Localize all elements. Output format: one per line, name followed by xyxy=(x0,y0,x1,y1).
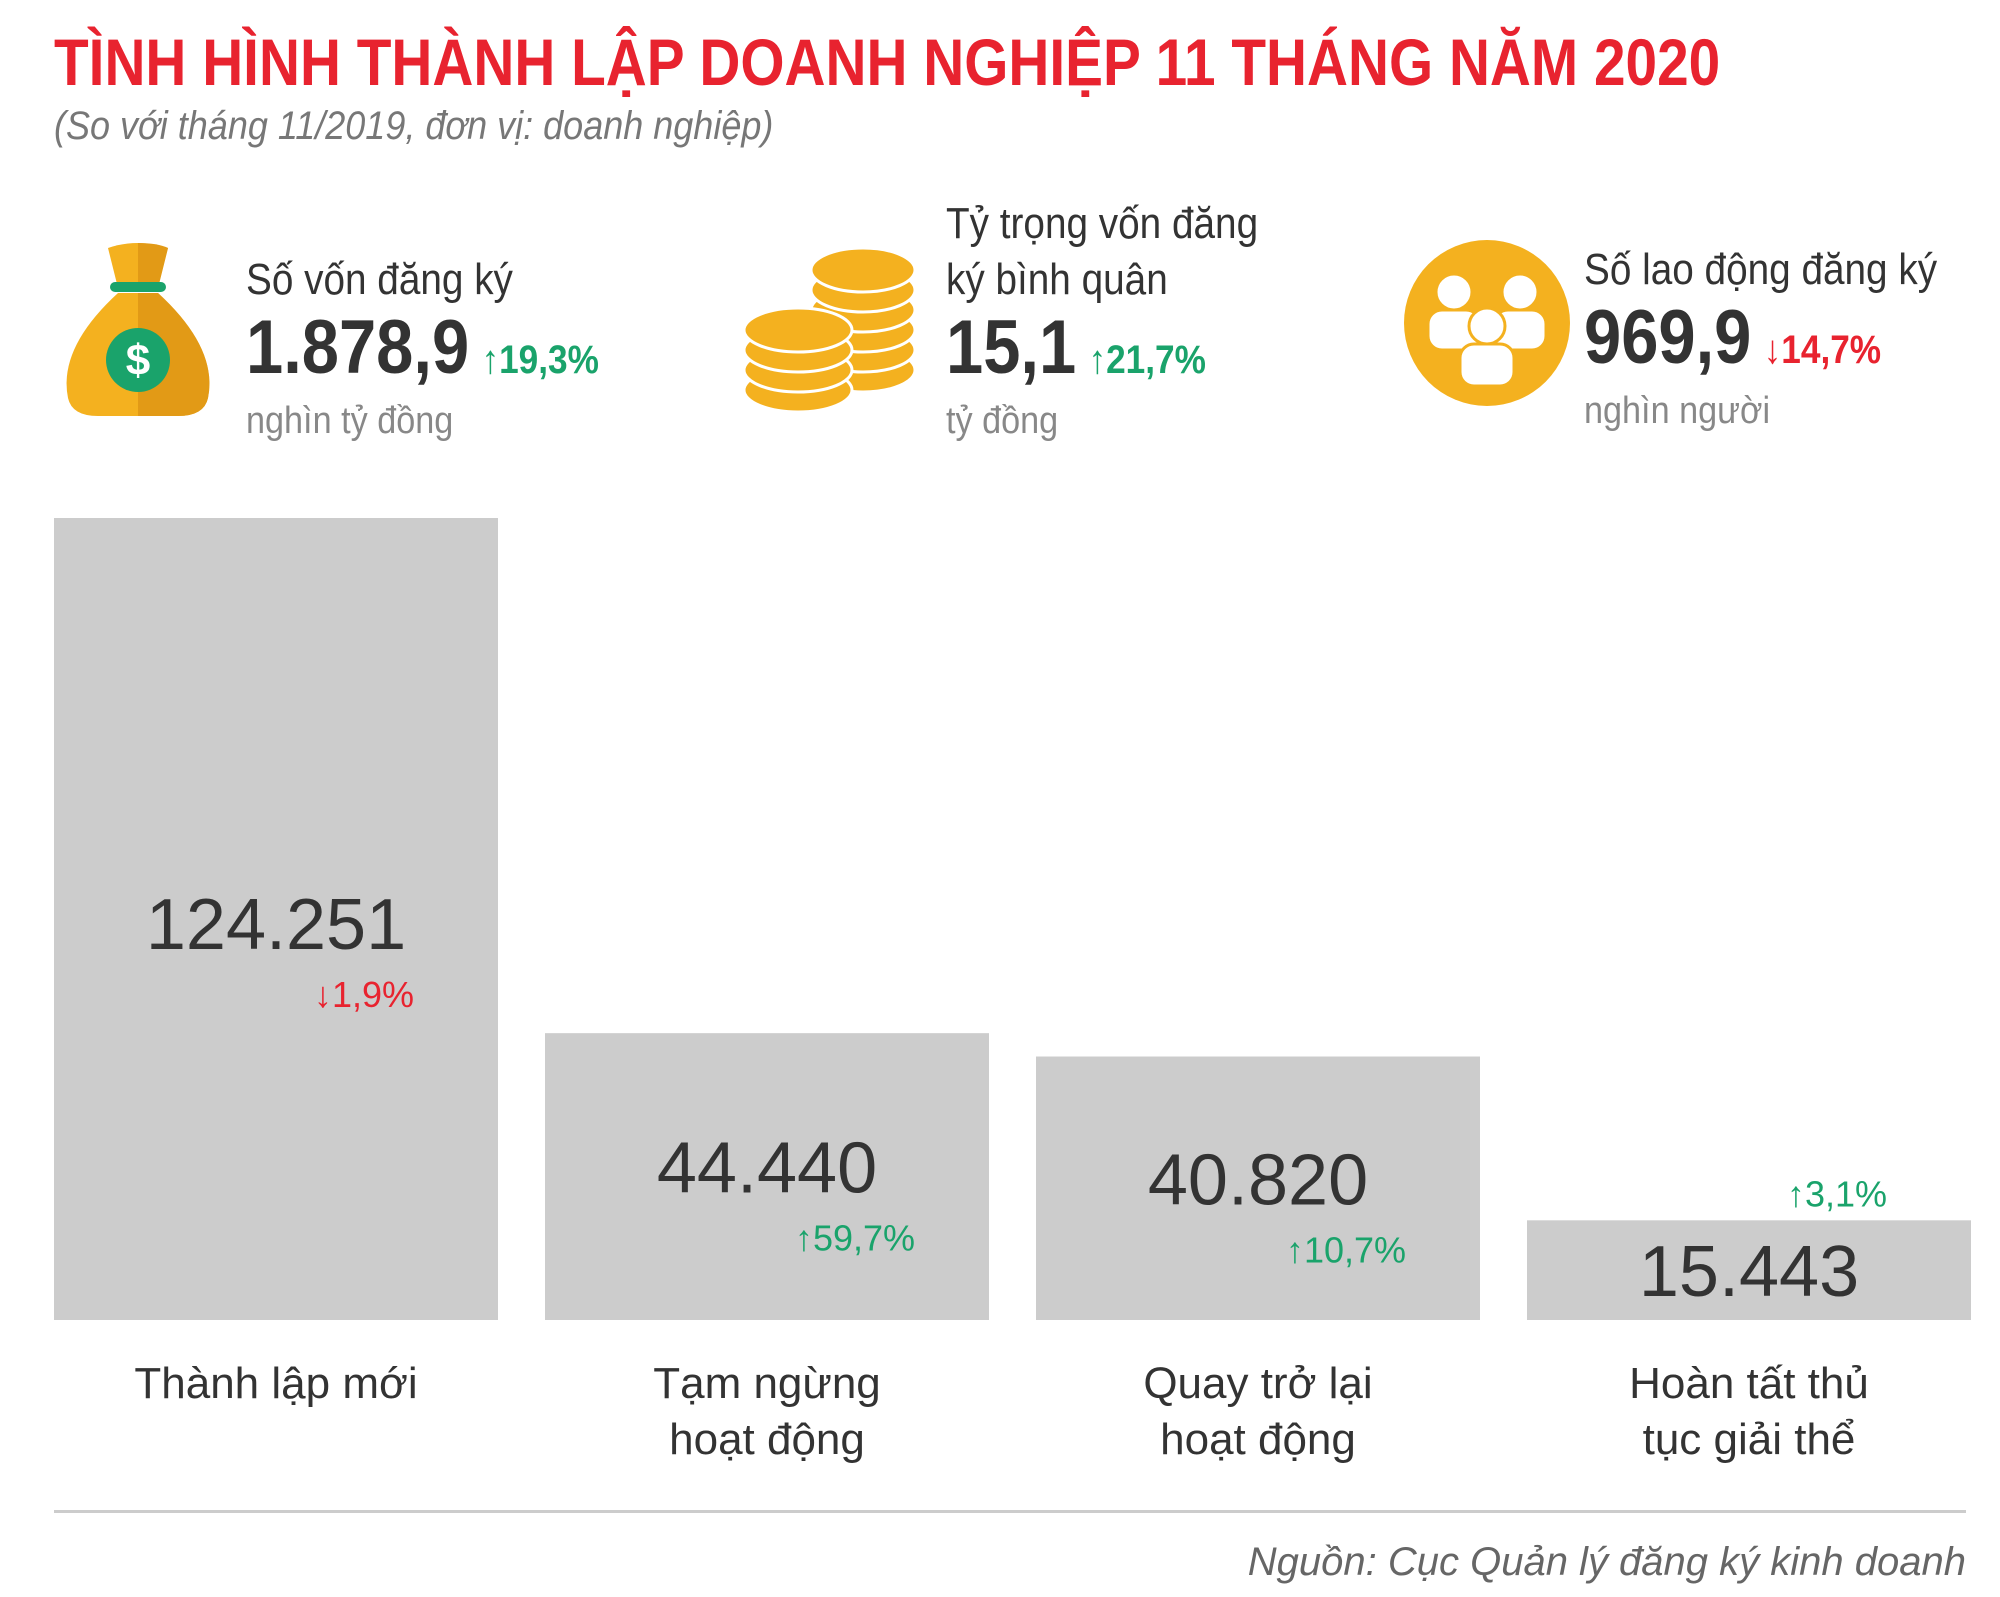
kpi-average: Tỷ trọng vốn đăng ký bình quân 15,1 ↑21,7… xyxy=(946,196,1301,443)
kpi-change-value: 21,7% xyxy=(1106,338,1206,382)
arrow-up-icon: ↑ xyxy=(1088,338,1107,382)
kpi-label: Số vốn đăng ký xyxy=(246,255,513,304)
bar-value-label: 15.443 xyxy=(1639,1232,1859,1312)
kpi-value: 15,1 xyxy=(946,305,1077,390)
kpi-change-up: ↑19,3% xyxy=(481,338,598,382)
kpi-label-line1: Tỷ trọng vốn đăng xyxy=(946,199,1259,248)
bar-2 xyxy=(545,1033,989,1320)
category-label: Hoàn tất thủ tục giải thể xyxy=(1527,1356,1971,1468)
category-label-line: hoạt động xyxy=(1160,1415,1356,1464)
kpi-value-row: 969,9 ↓14,7% xyxy=(1584,298,1937,390)
kpi-change-value: 14,7% xyxy=(1781,328,1882,372)
kpi-change-up: ↑21,7% xyxy=(1088,338,1205,382)
bar-change-up: ↑59,7% xyxy=(795,1218,915,1259)
kpi-average-icon xyxy=(738,240,928,420)
people-icon xyxy=(1404,240,1570,406)
bar-change-up: ↑3,1% xyxy=(1787,1173,1887,1214)
kpi-capital: Số vốn đăng ký 1.878,9 ↑19,3% nghìn tỷ đồ… xyxy=(246,252,647,443)
bar-1 xyxy=(54,518,498,1320)
kpi-unit: nghìn người xyxy=(1584,390,1771,432)
kpi-unit: tỷ đồng xyxy=(946,400,1059,442)
bar-value-label: 40.820 xyxy=(1148,1140,1368,1220)
kpi-unit: nghìn tỷ đồng xyxy=(246,400,454,442)
footer-divider xyxy=(54,1510,1966,1513)
category-label-line: Thành lập mới xyxy=(134,1359,418,1408)
coins-icon xyxy=(742,246,917,414)
category-label: Thành lập mới xyxy=(54,1356,498,1412)
category-label-line: tục giải thể xyxy=(1642,1415,1856,1464)
source-note: Nguồn: Cục Quản lý đăng ký kinh doanh xyxy=(1247,1540,1966,1584)
page-subtitle: (So với tháng 11/2019, đơn vị: doanh ngh… xyxy=(54,104,774,148)
arrow-up-icon: ↑ xyxy=(481,338,500,382)
kpi-label-line2: ký bình quân xyxy=(946,255,1168,304)
page-title: TÌNH HÌNH THÀNH LẬP DOANH NGHIỆP 11 THÁN… xyxy=(54,25,1721,99)
bar-4 xyxy=(1527,1220,1971,1320)
category-label-line: Tạm ngừng xyxy=(653,1359,881,1408)
kpi-capital-icon: $ xyxy=(58,238,218,418)
category-label-line: Hoàn tất thủ xyxy=(1629,1359,1869,1408)
category-label: Quay trở lại hoạt động xyxy=(1036,1356,1480,1468)
kpi-labor-icon xyxy=(1404,240,1570,406)
bar-value-label: 124.251 xyxy=(146,885,406,965)
kpi-value-row: 1.878,9 ↑19,3% xyxy=(246,308,599,400)
bar-change-down: ↓1,9% xyxy=(314,974,414,1015)
kpi-value-row: 15,1 ↑21,7% xyxy=(946,308,1258,400)
arrow-down-icon: ↓ xyxy=(1763,328,1782,372)
category-label-line: hoạt động xyxy=(669,1415,865,1464)
category-label-line: Quay trở lại xyxy=(1143,1359,1373,1408)
kpi-change-down: ↓14,7% xyxy=(1764,328,1881,372)
category-label: Tạm ngừng hoạt động xyxy=(545,1356,989,1468)
kpi-label: Số lao động đăng ký xyxy=(1584,245,1938,294)
bar-change-up: ↑10,7% xyxy=(1286,1229,1406,1270)
bar-chart: 124.251 ↓1,9% 44.440 ↑59,7% 40.820 ↑10,7% 15.4… xyxy=(54,518,1971,1320)
bar-value-label: 44.440 xyxy=(657,1129,877,1209)
kpi-value: 1.878,9 xyxy=(246,305,470,390)
kpi-labor: Số lao động đăng ký 969,9 ↓14,7% nghìn ng… xyxy=(1584,242,1985,433)
money-bag-icon: $ xyxy=(66,243,210,416)
bar-3 xyxy=(1036,1056,1480,1320)
kpi-change-value: 19,3% xyxy=(499,338,599,382)
svg-text:$: $ xyxy=(126,336,150,385)
kpi-value: 969,9 xyxy=(1584,295,1752,380)
